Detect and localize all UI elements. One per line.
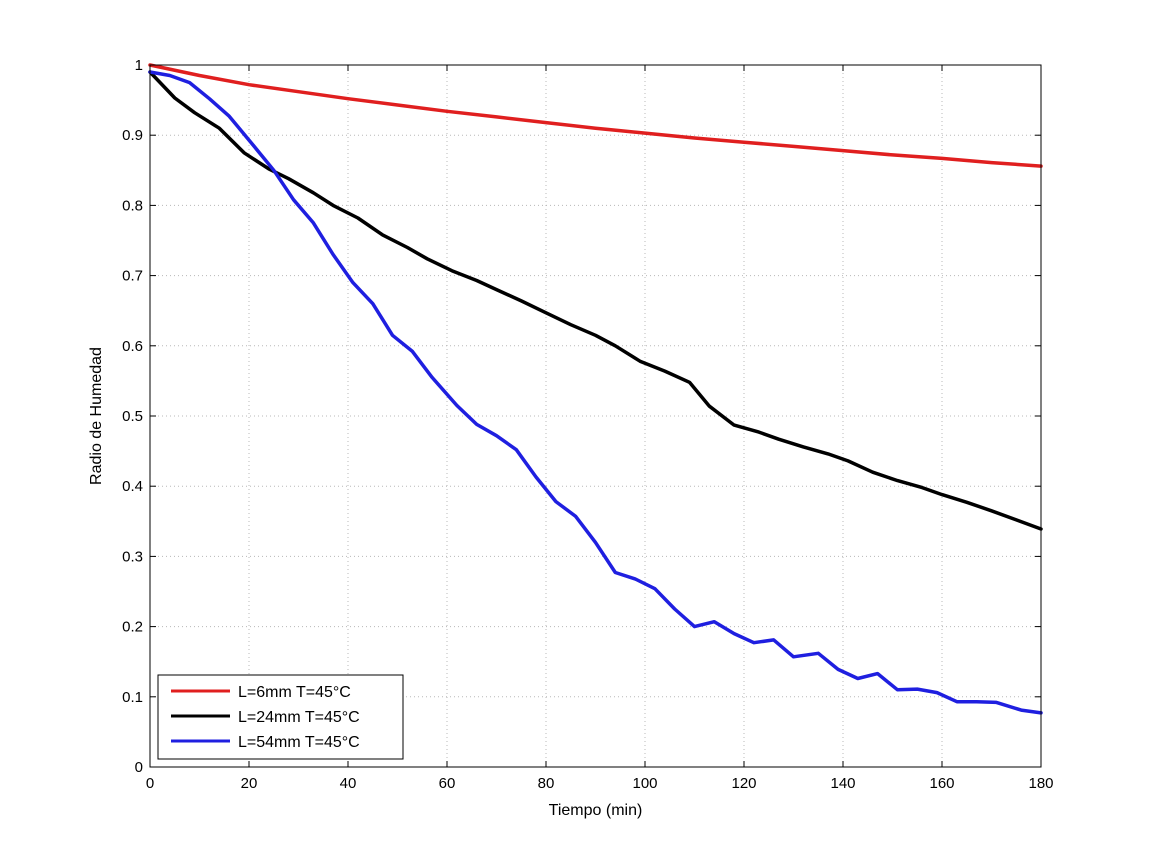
- y-tick-label: 0.3: [122, 548, 143, 565]
- y-tick-label: 1: [135, 57, 143, 74]
- x-tick-label: 180: [1028, 775, 1053, 792]
- x-tick-label: 0: [146, 775, 154, 792]
- x-tick-label: 40: [340, 775, 357, 792]
- series-lines: [148, 63, 1043, 715]
- y-tick-labels: 0 0.1 0.2 0.3 0.4 0.5 0.6 0.7 0.8 0.9 1: [122, 57, 143, 776]
- legend-label-1: L=6mm T=45°C: [238, 684, 351, 701]
- x-tick-label: 60: [439, 775, 456, 792]
- legend-entry-3: L=54mm T=45°C: [171, 734, 360, 751]
- plot-area: [148, 63, 1043, 768]
- tick-marks: [149, 64, 1042, 768]
- y-tick-label: 0.6: [122, 338, 143, 355]
- y-tick-label: 0.8: [122, 197, 143, 214]
- x-tick-label: 100: [632, 775, 657, 792]
- y-axis-label: Radio de Humedad: [88, 347, 105, 485]
- legend-label-2: L=24mm T=45°C: [238, 709, 360, 726]
- y-tick-label: 0.7: [122, 268, 143, 285]
- series-line-2: [148, 70, 1043, 531]
- legend: L=6mm T=45°C L=24mm T=45°C L=54mm T=45°C: [157, 674, 404, 760]
- x-tick-label: 120: [731, 775, 756, 792]
- y-tick-label: 0.5: [122, 408, 143, 425]
- series-line-3: [148, 70, 1043, 715]
- y-tick-label: 0.1: [122, 689, 143, 706]
- x-tick-label: 80: [538, 775, 555, 792]
- x-tick-labels: 0 20 40 60 80 100 120 140 160 180: [146, 775, 1054, 792]
- legend-entry-2: L=24mm T=45°C: [171, 709, 360, 726]
- x-tick-label: 140: [830, 775, 855, 792]
- series-line-1: [148, 63, 1043, 168]
- y-tick-label: 0.2: [122, 619, 143, 636]
- legend-label-3: L=54mm T=45°C: [238, 734, 360, 751]
- x-tick-label: 160: [929, 775, 954, 792]
- plot-background: [150, 65, 1041, 767]
- y-tick-label: 0: [135, 759, 143, 776]
- legend-entry-1: L=6mm T=45°C: [171, 684, 351, 701]
- y-tick-label: 0.9: [122, 127, 143, 144]
- y-tick-label: 0.4: [122, 478, 143, 495]
- x-axis-label: Tiempo (min): [549, 802, 643, 819]
- x-tick-label: 20: [241, 775, 258, 792]
